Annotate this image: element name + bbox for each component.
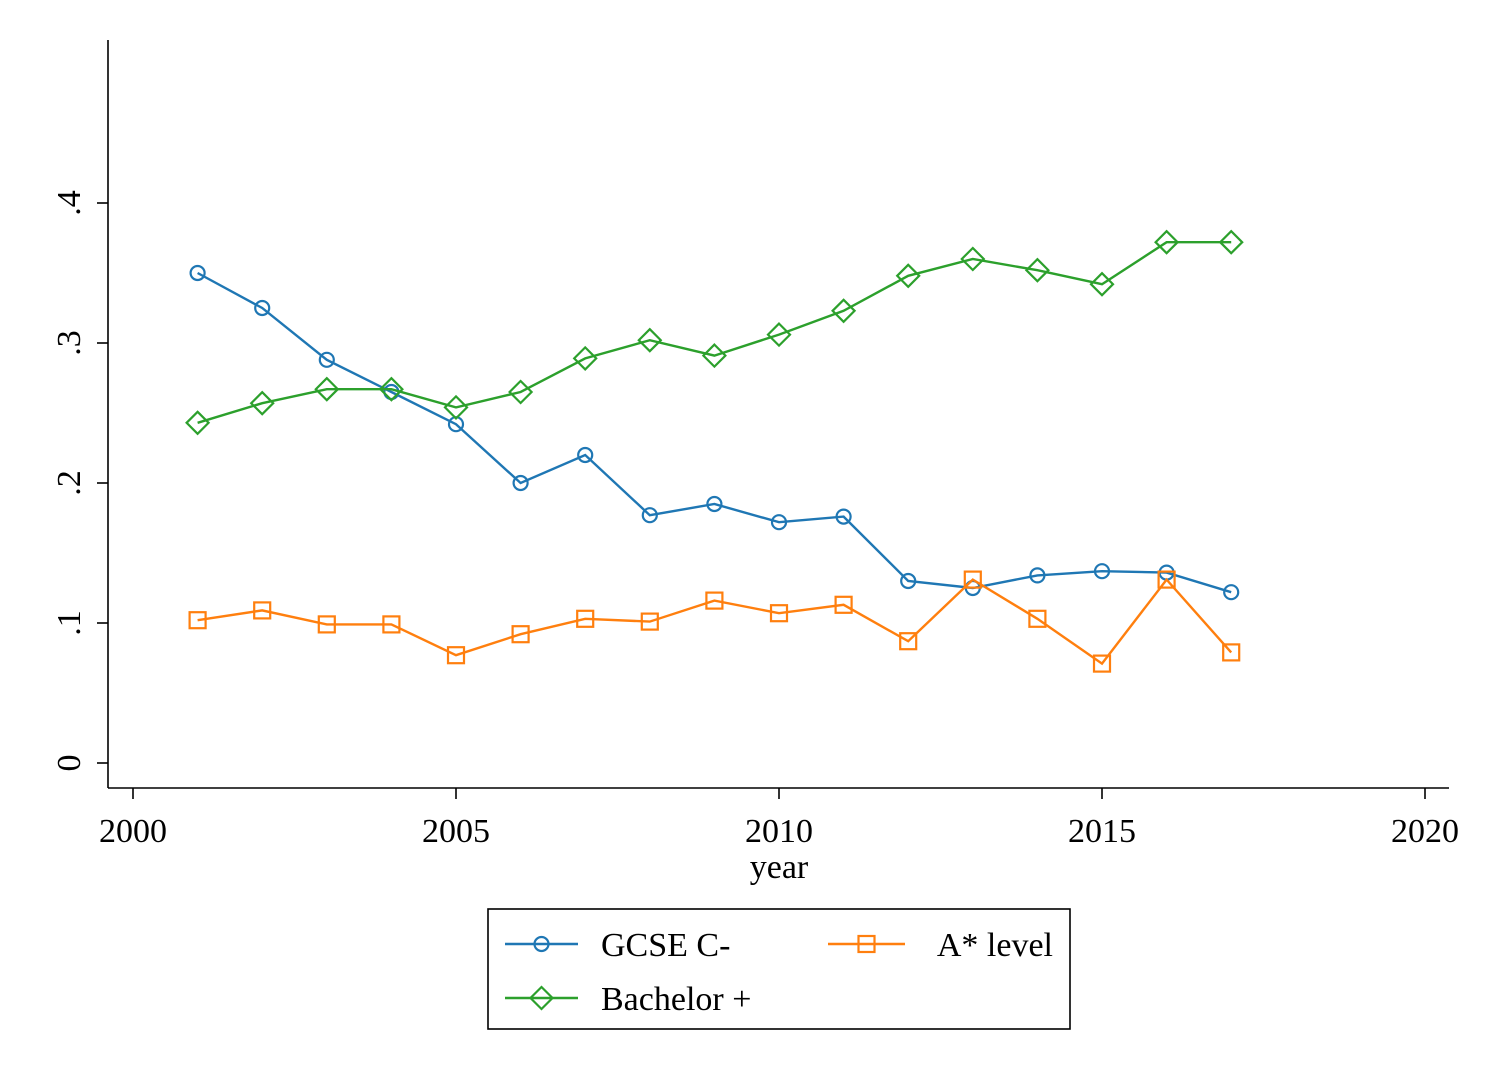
- data-point: [317, 615, 336, 634]
- data-point: [963, 570, 982, 589]
- data-point: [831, 298, 857, 324]
- data-point: [1154, 229, 1180, 255]
- y-tick-label: .2: [51, 470, 88, 496]
- data-point: [382, 615, 401, 634]
- data-point: [637, 327, 663, 353]
- legend: GCSE C- A* level Bachelor +: [487, 908, 1071, 1030]
- data-point: [701, 343, 727, 369]
- x-axis-label: year: [750, 849, 809, 886]
- data-point: [508, 379, 534, 405]
- data-point: [641, 507, 658, 524]
- data-point: [770, 514, 788, 531]
- legend-label: GCSE C-: [601, 927, 730, 964]
- data-point: [572, 345, 598, 371]
- data-point: [705, 591, 724, 610]
- data-point: [640, 612, 659, 631]
- y-tick-label: 0: [51, 755, 88, 772]
- data-point: [706, 495, 723, 513]
- data-point: [253, 601, 272, 620]
- data-point: [1029, 567, 1046, 584]
- data-point: [960, 246, 986, 272]
- data-point: [512, 474, 529, 492]
- data-point: [769, 604, 789, 623]
- y-tick-label: .3: [51, 330, 88, 356]
- data-point: [443, 394, 469, 420]
- data-point: [1157, 570, 1176, 589]
- data-point: [1089, 271, 1115, 297]
- data-point: [900, 572, 917, 590]
- series-line: [197, 577, 1233, 666]
- legend-marker: [528, 985, 555, 1011]
- legend-box: [487, 908, 1071, 1030]
- x-tick-label: 2020: [1391, 813, 1459, 850]
- legend-label: A* level: [937, 927, 1053, 964]
- data-point: [511, 625, 530, 644]
- series-1: [188, 570, 1241, 673]
- data-point: [249, 390, 275, 416]
- data-point: [185, 410, 211, 436]
- series-line: [197, 240, 1232, 424]
- legend-item: Bachelor +: [505, 981, 751, 1018]
- data-point: [318, 351, 335, 368]
- data-point: [1028, 609, 1047, 628]
- x-tick-label: 2005: [422, 813, 490, 850]
- data-point: [576, 609, 595, 628]
- y-tick-label: .4: [51, 190, 88, 216]
- legend-item: GCSE C-: [505, 927, 730, 964]
- data-point: [446, 646, 466, 665]
- legend-label: Bachelor +: [601, 981, 751, 1018]
- legend-marker: [857, 934, 876, 954]
- data-point: [1218, 229, 1244, 255]
- data-point: [1093, 563, 1111, 580]
- series-0: [189, 264, 1240, 601]
- data-point: [189, 264, 206, 282]
- x-tick-label: 2000: [99, 813, 167, 850]
- data-point: [895, 263, 921, 289]
- series-2: [185, 229, 1244, 436]
- data-point: [835, 508, 852, 525]
- data-point: [1092, 654, 1112, 673]
- x-tick-label: 2015: [1068, 813, 1136, 850]
- data-point: [766, 322, 792, 348]
- x-tick-label: 2010: [745, 813, 813, 850]
- data-point: [1024, 257, 1050, 283]
- legend-item: A* level: [828, 927, 1053, 964]
- data-point: [314, 376, 340, 402]
- data-point: [1223, 584, 1240, 601]
- y-tick-label: .1: [51, 610, 88, 636]
- data-point: [254, 299, 271, 317]
- data-point: [899, 632, 918, 651]
- data-point: [188, 611, 207, 630]
- data-point: [577, 446, 594, 464]
- legend-marker: [533, 935, 550, 953]
- series-line: [197, 271, 1232, 594]
- data-point: [834, 595, 853, 614]
- data-point: [378, 376, 404, 402]
- data-point: [1222, 643, 1241, 662]
